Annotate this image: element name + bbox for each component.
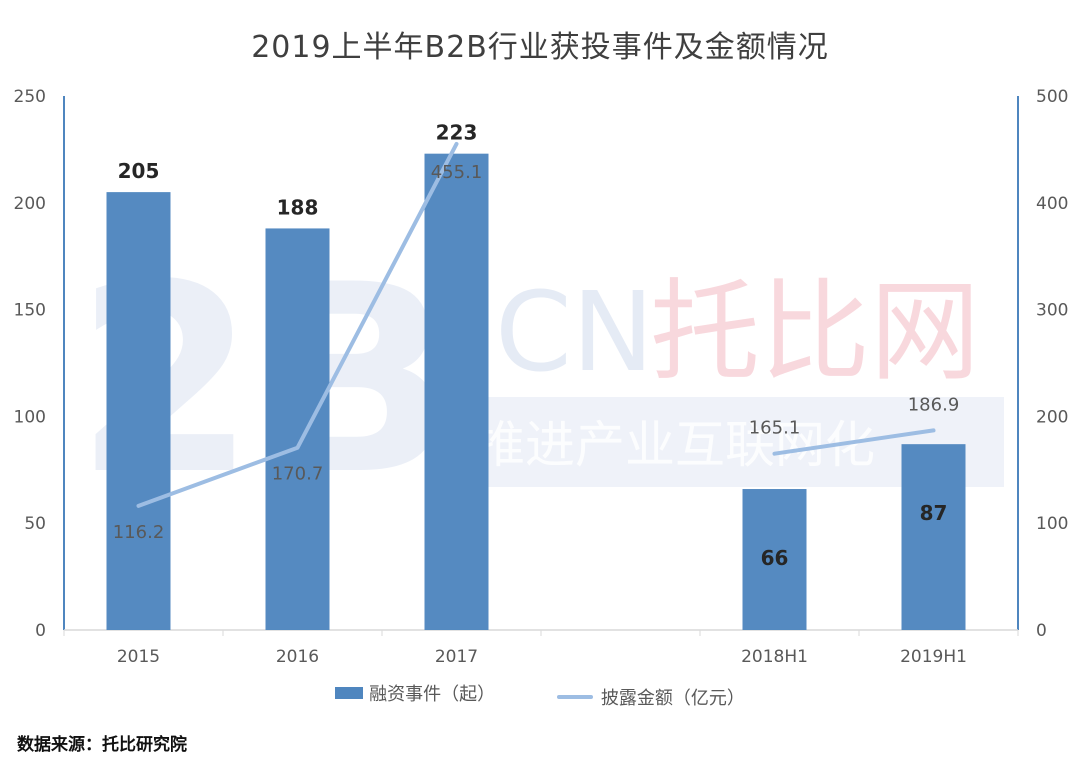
legend-line-label: 披露金额（亿元） [600,688,745,709]
bar-data-label: 87 [920,501,948,525]
watermark: 2B CN 托比网 推进产业互联网化 [75,230,1004,532]
y-right-tick-label: 500 [1036,87,1068,107]
bar-data-label: 205 [118,159,160,183]
legend-bar-swatch [335,687,364,699]
bar [265,228,330,630]
y-left-tick-label: 50 [24,514,46,534]
chart-title: 2019上半年B2B行业获投事件及金额情况 [251,30,829,65]
bar-data-label: 223 [436,121,478,145]
y-left-tick-label: 0 [35,621,46,641]
y-left-tick-label: 150 [14,301,46,321]
legend-item-line: 披露金额（亿元） [556,684,745,710]
bar [106,192,171,630]
y-left-tick-label: 100 [14,407,46,427]
line-series-segment [772,428,936,456]
legend-item-bar: 融资事件（起） [335,680,495,706]
y-right-tick-label: 200 [1036,407,1068,427]
y-right-tick-label: 400 [1036,194,1068,214]
legend: 融资事件（起） 披露金额（亿元） [0,680,1080,710]
x-tick-label: 2018H1 [741,647,808,667]
y-left-tick-label: 250 [14,87,46,107]
legend-bar-label: 融资事件（起） [369,684,496,705]
x-tick-label: 2016 [276,647,319,667]
line-data-label: 165.1 [749,418,801,439]
line-data-label: 186.9 [908,394,960,415]
line-series-segment [136,141,459,508]
data-source: 数据来源：托比研究院 [17,735,187,755]
bar-data-label: 188 [277,195,319,219]
y-left-tick-label: 200 [14,194,46,214]
watermark-slogan: 推进产业互联网化 [475,416,875,474]
bar [424,153,489,630]
line-data-label: 170.7 [272,464,324,485]
line-data-label: 455.1 [431,162,483,183]
line-data-label: 116.2 [113,522,165,543]
bar [901,444,966,630]
x-tick-label: 2019H1 [900,647,967,667]
x-tick-label: 2015 [117,647,160,667]
x-tick-label: 2017 [435,647,478,667]
legend-line-swatch [556,695,593,699]
y-right-tick-label: 0 [1036,621,1047,641]
y-right-tick-label: 300 [1036,301,1068,321]
bar [742,489,807,630]
watermark-brand: 托比网 [650,268,980,396]
bar-data-label: 66 [761,546,789,570]
watermark-cn: CN [495,268,654,396]
y-right-tick-label: 100 [1036,514,1068,534]
